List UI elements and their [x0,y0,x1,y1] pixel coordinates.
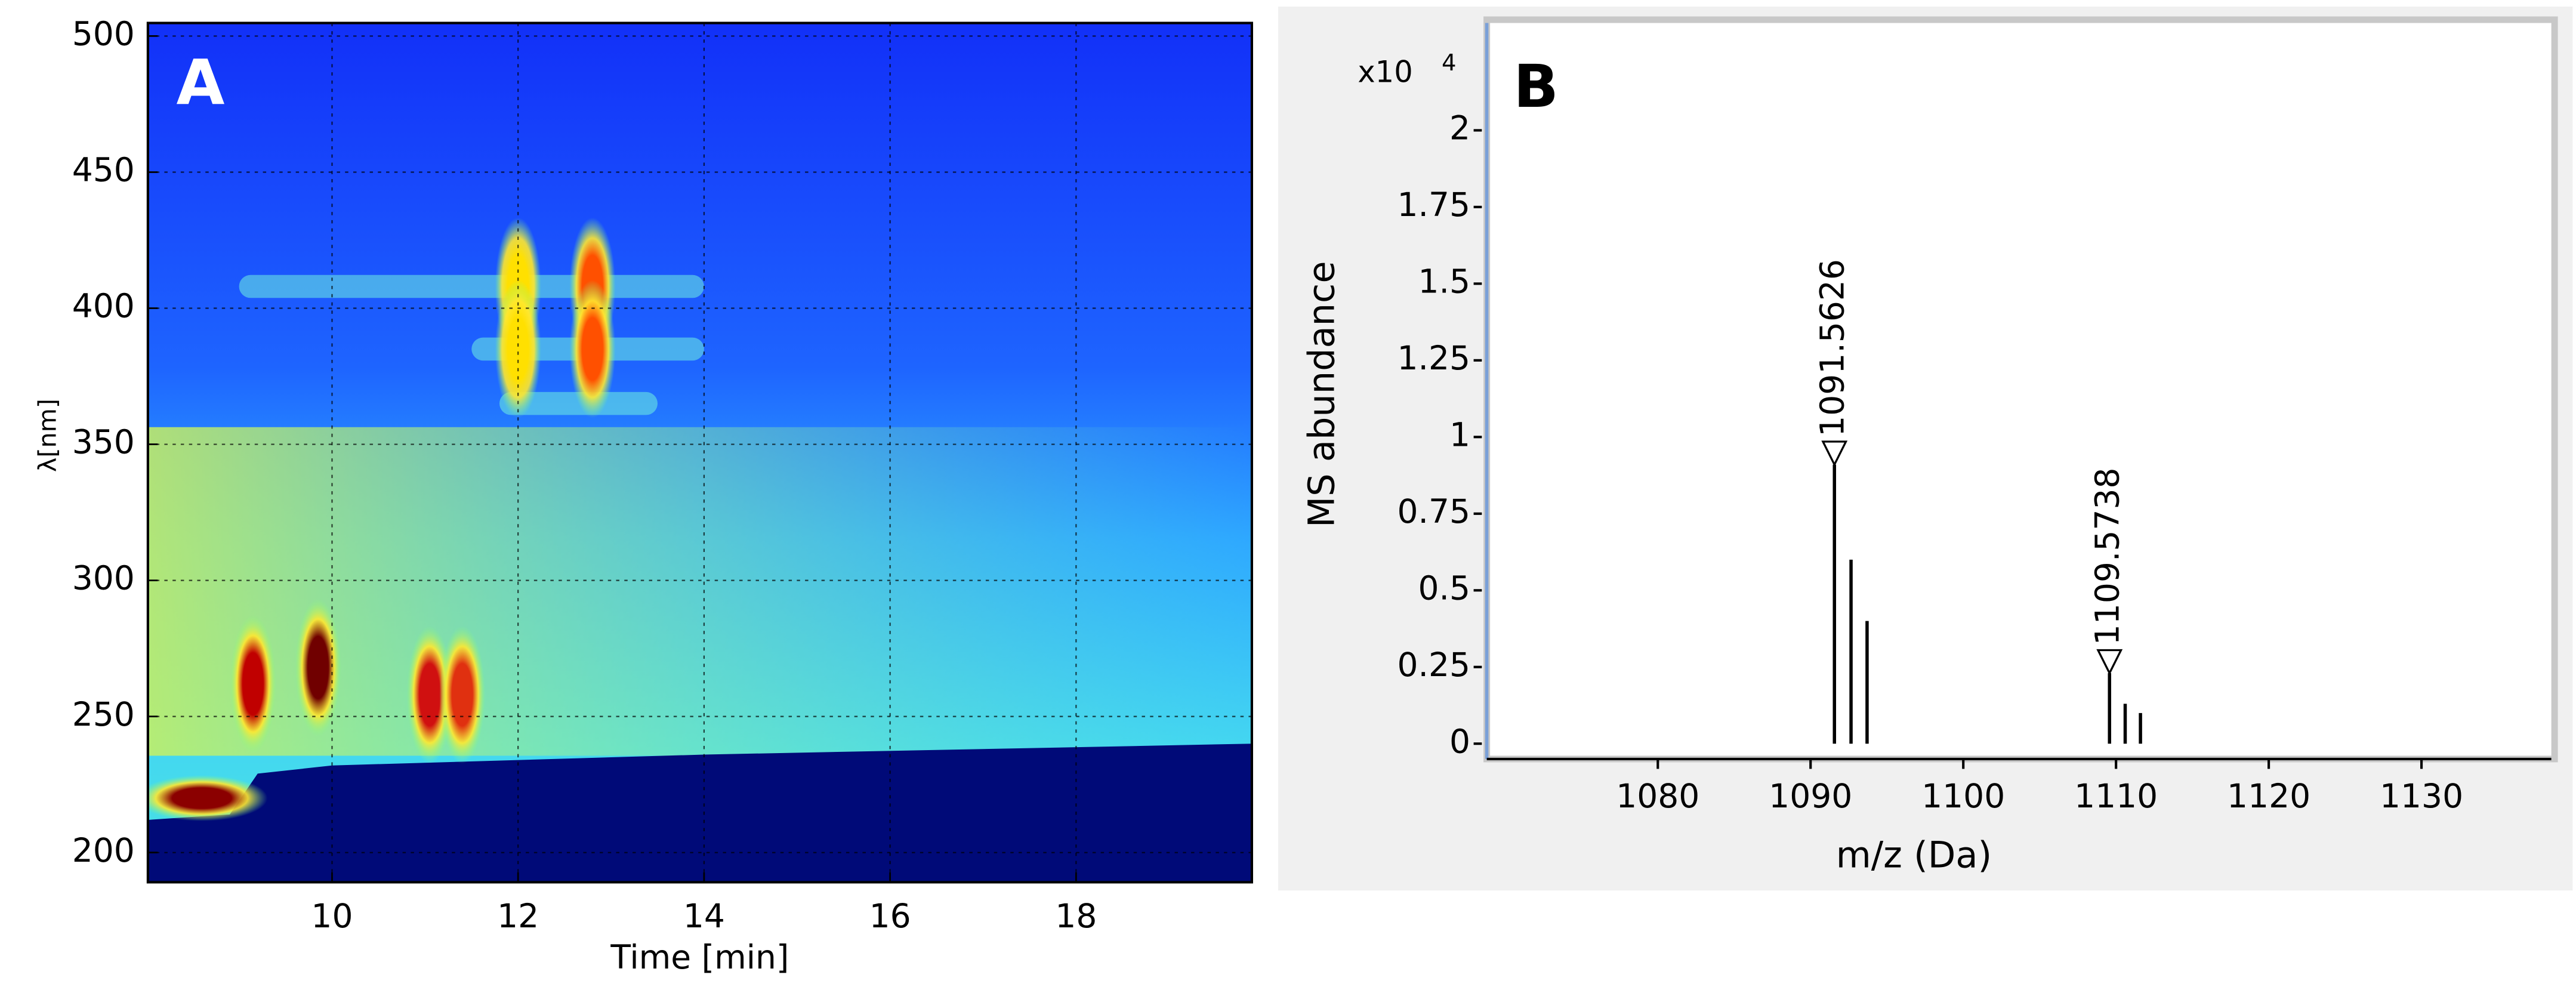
x-tick-label: 1090 [1769,777,1852,815]
y-multiplier: x10 [1358,54,1412,89]
y-tick-label: 1 [1449,415,1470,454]
y-tick-label: 200 [72,831,135,869]
peak-label: 1091.5626 [1813,259,1851,437]
peak-marker [2096,649,2123,676]
spot [569,280,616,418]
spot [495,280,541,418]
y-tick-label: 350 [72,423,135,461]
spot [406,625,453,764]
spot [439,625,486,764]
y-axis-label: λ[nm] [33,399,62,472]
x-tick-label: 1120 [2227,777,2310,815]
y-axis-label: MS abundance [1301,261,1343,528]
y-tick-label: 1.25 [1397,339,1471,377]
heatmap [147,23,1252,883]
peak-marker [1821,440,1848,467]
y-tick-label: 1.5 [1418,262,1471,300]
grid [147,23,1252,883]
y-tick-label: 250 [72,695,135,733]
peak-label: 1109.5738 [2088,468,2126,646]
x-tick-label: 1080 [1616,777,1699,815]
x-tick-label: 18 [1055,897,1097,935]
x-axis-label: Time [min] [610,938,789,976]
panel-label: A [176,47,224,119]
x-axis-label: m/z (Da) [1836,835,1992,877]
x-tick-label: 1130 [2380,777,2463,815]
panel-a-frame [146,21,1253,884]
y-tick-label: 1.75 [1397,186,1471,224]
y-tick-label: 400 [72,287,135,325]
panel-label: B [1513,53,1559,121]
panel-b-plot [1483,16,2558,763]
band [239,275,704,298]
x-tick-label: 12 [497,897,539,935]
y-exponent: 4 [1442,50,1457,76]
spot [147,775,268,822]
y-tick-label: 0.75 [1397,492,1471,531]
x-tick-label: 10 [311,897,353,935]
dark-region [147,744,1252,883]
x-tick-label: 1100 [1921,777,2005,815]
spot [230,615,276,753]
y-tick-label: 0.5 [1418,569,1471,607]
y-tick-label: 0 [1449,722,1470,760]
y-tick-label: 450 [72,151,135,189]
y-tick-label: 500 [72,15,135,53]
y-tick-label: 2 [1449,109,1470,147]
x-tick-label: 16 [869,897,911,935]
x-tick-label: 1110 [2074,777,2158,815]
y-tick-label: 0.25 [1397,646,1471,684]
spot [295,598,341,737]
x-tick-label: 14 [683,897,725,935]
y-tick-label: 300 [72,559,135,597]
